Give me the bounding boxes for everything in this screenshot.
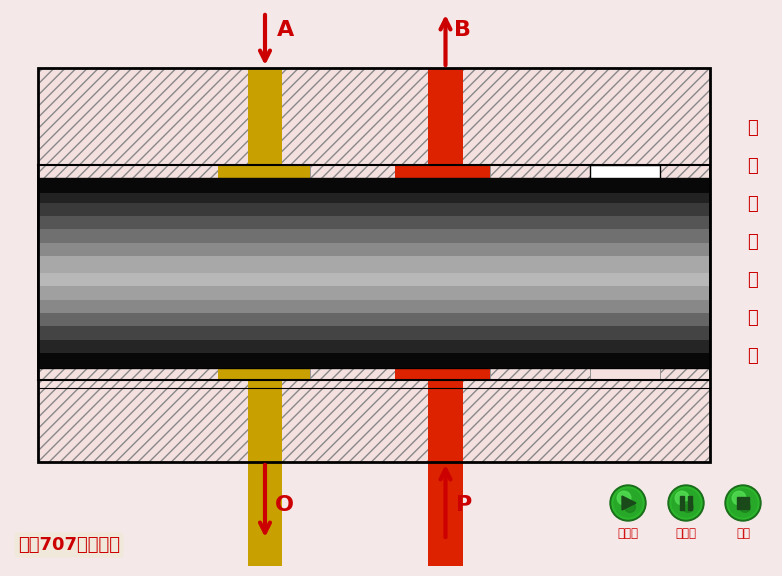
- Bar: [38, 165, 710, 380]
- Bar: [248, 462, 282, 566]
- Circle shape: [683, 502, 694, 513]
- Polygon shape: [622, 496, 636, 510]
- Bar: [38, 178, 710, 193]
- Circle shape: [668, 485, 704, 521]
- Text: 化工707剪辑制作: 化工707剪辑制作: [18, 536, 120, 554]
- Text: B: B: [454, 20, 471, 40]
- Text: 换: 换: [747, 271, 758, 289]
- Bar: [428, 380, 463, 462]
- Circle shape: [670, 487, 702, 519]
- Bar: [737, 497, 749, 509]
- Bar: [38, 313, 710, 326]
- Text: 位: 位: [747, 157, 758, 175]
- Text: 工位右: 工位右: [676, 527, 697, 540]
- Bar: [490, 165, 590, 380]
- Bar: [590, 165, 660, 248]
- Bar: [38, 339, 710, 353]
- Bar: [38, 300, 710, 313]
- Bar: [218, 178, 248, 368]
- Bar: [218, 165, 310, 178]
- Bar: [38, 203, 710, 216]
- Text: 向: 向: [747, 309, 758, 327]
- Bar: [38, 380, 710, 462]
- Circle shape: [617, 491, 631, 505]
- Text: A: A: [277, 20, 294, 40]
- Bar: [310, 165, 395, 380]
- Circle shape: [727, 487, 759, 519]
- Circle shape: [675, 491, 689, 505]
- Bar: [282, 178, 310, 368]
- Bar: [428, 68, 463, 165]
- Text: 停止: 停止: [736, 527, 750, 540]
- Text: 工位左: 工位左: [618, 527, 638, 540]
- Bar: [395, 165, 490, 178]
- Bar: [38, 242, 710, 256]
- Bar: [38, 68, 710, 462]
- Text: 二: 二: [747, 119, 758, 137]
- Bar: [38, 353, 710, 368]
- Bar: [38, 165, 218, 380]
- Bar: [395, 368, 490, 380]
- Circle shape: [740, 502, 751, 513]
- Circle shape: [614, 489, 642, 517]
- Text: 阀: 阀: [747, 347, 758, 365]
- Bar: [38, 216, 710, 229]
- Circle shape: [610, 485, 646, 521]
- Bar: [38, 229, 710, 242]
- Bar: [38, 68, 710, 165]
- Circle shape: [625, 502, 636, 513]
- Bar: [463, 178, 490, 368]
- Bar: [660, 165, 710, 380]
- Circle shape: [725, 485, 761, 521]
- Text: O: O: [275, 495, 294, 515]
- Text: P: P: [455, 495, 472, 515]
- Bar: [248, 68, 282, 165]
- Bar: [38, 273, 710, 286]
- Circle shape: [612, 487, 644, 519]
- Bar: [248, 380, 282, 462]
- Circle shape: [732, 491, 746, 505]
- Bar: [680, 496, 684, 510]
- Text: 四: 四: [747, 195, 758, 213]
- Bar: [428, 462, 463, 566]
- Bar: [38, 178, 710, 368]
- Circle shape: [729, 489, 757, 517]
- Text: 通: 通: [747, 233, 758, 251]
- Circle shape: [672, 489, 700, 517]
- Bar: [688, 496, 692, 510]
- Bar: [38, 256, 710, 273]
- Bar: [38, 68, 710, 462]
- Bar: [38, 178, 710, 190]
- Bar: [38, 190, 710, 203]
- Bar: [395, 178, 428, 368]
- Bar: [38, 353, 710, 368]
- Bar: [218, 368, 310, 380]
- Bar: [38, 286, 710, 300]
- Bar: [38, 326, 710, 339]
